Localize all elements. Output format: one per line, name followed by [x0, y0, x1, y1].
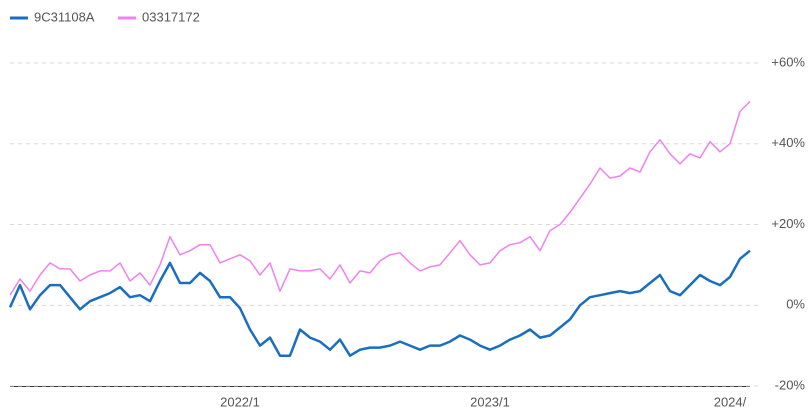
- y-tick-label: 0%: [786, 297, 805, 312]
- y-tick-label: -20%: [775, 377, 806, 392]
- legend-label: 9C31108A: [34, 9, 95, 24]
- x-tick-label: 2023/1: [470, 394, 510, 409]
- y-tick-label: +60%: [771, 54, 805, 69]
- line-series: [9, 100, 751, 296]
- y-tick-label: +20%: [771, 216, 805, 231]
- y-tick-label: +40%: [771, 135, 805, 150]
- x-tick-label: 2022/1: [220, 394, 260, 409]
- x-tick-label: 2024/: [714, 394, 747, 409]
- line-series: [8, 249, 751, 357]
- legend-label: 03317172: [142, 9, 200, 24]
